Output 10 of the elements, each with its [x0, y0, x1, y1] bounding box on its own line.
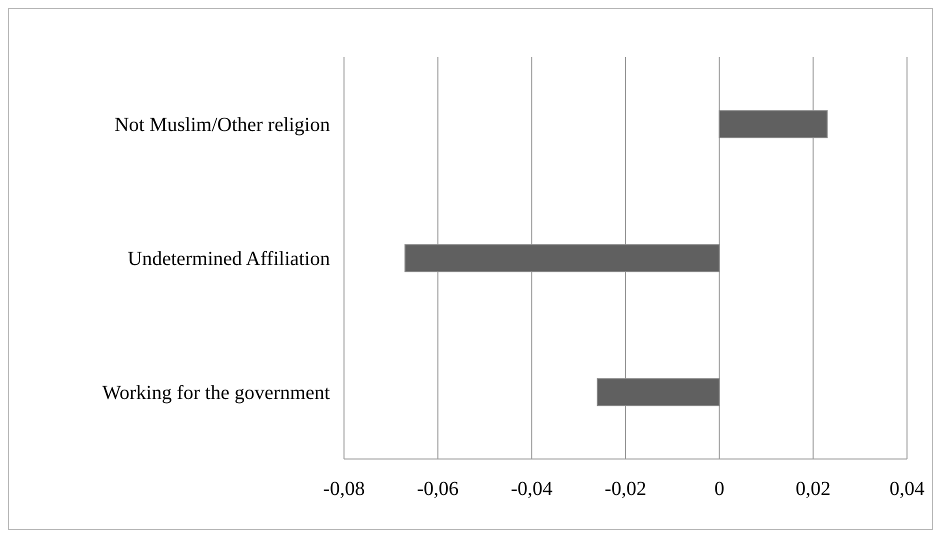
x-tick-label: -0,08 — [323, 478, 365, 500]
x-tick-label: 0,02 — [796, 478, 831, 500]
x-tick-label: -0,06 — [416, 478, 459, 500]
x-tick-label: 0 — [714, 478, 724, 500]
x-tick-label: -0,02 — [604, 478, 646, 500]
y-tick-label: Not Muslim/Other religion — [114, 114, 330, 136]
y-tick-label: Undetermined Affiliation — [128, 248, 330, 270]
x-tick-label: -0,04 — [510, 478, 553, 500]
y-tick-label: Working for the government — [102, 382, 330, 404]
x-tick-label: 0,04 — [890, 478, 924, 500]
